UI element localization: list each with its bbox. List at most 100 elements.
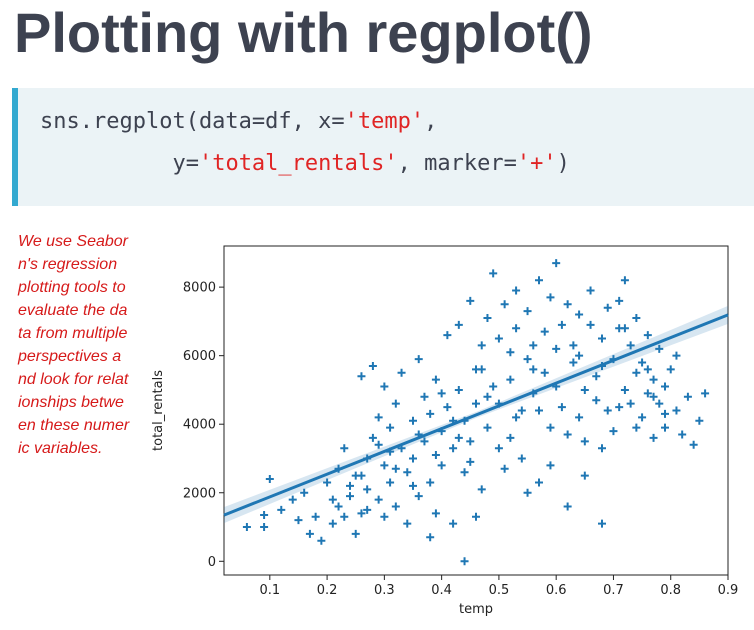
scatter-point xyxy=(529,365,538,374)
scatter-point xyxy=(523,307,532,316)
scatter-point xyxy=(460,468,469,477)
code-line-2: y='total_rentals', marker='+') xyxy=(40,150,569,178)
scatter-point xyxy=(661,409,669,418)
scatter-point xyxy=(477,341,486,350)
scatter-point xyxy=(431,451,440,460)
scatter-point xyxy=(334,502,343,511)
scatter-point xyxy=(363,505,372,514)
scatter-point xyxy=(494,444,503,453)
scatter-point xyxy=(409,454,417,463)
scatter-point xyxy=(506,348,515,357)
scatter-point xyxy=(620,324,629,333)
scatter-point xyxy=(466,457,475,466)
scatter-point xyxy=(443,331,452,340)
scatter-point xyxy=(357,372,366,381)
scatter-point xyxy=(575,310,584,319)
scatter-point xyxy=(529,341,538,350)
scatter-point xyxy=(603,303,612,312)
scatter-point xyxy=(512,324,521,333)
scatter-point xyxy=(638,413,647,422)
scatter-point xyxy=(620,385,629,394)
scatter-point xyxy=(368,433,377,442)
scatter-point xyxy=(632,368,641,377)
scatter-point xyxy=(472,399,480,408)
scatter-point xyxy=(695,416,704,425)
y-tick-label: 2000 xyxy=(183,486,216,501)
scatter-point xyxy=(374,440,383,449)
scatter-point xyxy=(449,444,458,453)
regression-line xyxy=(223,313,729,517)
scatter-point xyxy=(603,406,612,415)
scatter-point xyxy=(689,440,698,449)
scatter-point xyxy=(563,430,572,439)
scatter-point xyxy=(380,512,389,521)
scatter-point xyxy=(643,331,652,340)
scatter-point xyxy=(701,389,710,398)
scatter-point xyxy=(615,296,624,305)
scatter-point xyxy=(649,433,658,442)
scatter-point xyxy=(506,433,515,442)
scatter-point xyxy=(506,375,515,384)
y-tick-label: 6000 xyxy=(183,349,216,364)
scatter-point xyxy=(586,286,595,295)
scatter-point xyxy=(357,471,366,480)
code-line-1: sns.regplot(data=df, x='temp', xyxy=(40,108,437,136)
code-string: 'temp' xyxy=(344,109,425,134)
scatter-point xyxy=(391,399,400,408)
scatter-point xyxy=(592,372,601,381)
scatter-point xyxy=(437,461,446,470)
scatter-point xyxy=(649,375,658,384)
scatter-point xyxy=(512,413,521,422)
scatter-point xyxy=(517,454,526,463)
x-tick-label: 0.1 xyxy=(259,583,280,598)
scatter-point xyxy=(683,392,692,401)
scatter-point xyxy=(409,416,417,425)
scatter-point xyxy=(575,413,584,422)
scatter-point xyxy=(666,365,675,374)
scatter-point xyxy=(494,334,503,343)
scatter-point xyxy=(414,492,423,501)
scatter-point xyxy=(386,478,395,487)
scatter-point xyxy=(466,296,475,305)
code-token: , xyxy=(424,109,438,134)
scatter-point xyxy=(300,488,309,497)
scatter-point xyxy=(535,478,543,487)
scatter-point xyxy=(317,536,326,545)
scatter-point xyxy=(563,300,572,309)
scatter-point xyxy=(472,512,480,521)
scatter-point xyxy=(598,444,606,453)
scatter-point xyxy=(569,341,578,350)
scatter-point xyxy=(260,511,269,520)
scatter-point xyxy=(649,392,658,401)
scatter-point xyxy=(592,396,601,405)
scatter-point xyxy=(328,519,337,528)
regression-scatter-chart: 0.1 0.2 0.3 0.4 0.5 0.6 0.7 0.8 0.9 0 2000 4000 6000… xyxy=(151,245,739,617)
scatter-point xyxy=(431,509,440,518)
scatter-point xyxy=(586,320,595,329)
scatter-point xyxy=(512,286,521,295)
scatter-point xyxy=(523,355,532,364)
scatter-point xyxy=(351,529,360,538)
scatter-point xyxy=(632,313,641,322)
scatter-point xyxy=(609,427,618,436)
code-token: y= xyxy=(40,151,199,176)
scatter-point xyxy=(620,276,629,285)
scatter-point xyxy=(260,523,269,532)
y-tick-label: 0 xyxy=(208,555,216,570)
scatter-point xyxy=(420,437,429,446)
scatter-point xyxy=(397,368,406,377)
scatter-point xyxy=(500,300,509,309)
x-tick-label: 0.5 xyxy=(489,583,510,598)
scatter-point xyxy=(437,389,446,398)
scatter-point xyxy=(523,488,532,497)
y-axis-label: total_rentals xyxy=(151,370,166,451)
scatter-point xyxy=(426,478,435,487)
x-tick-label: 0.9 xyxy=(718,583,739,598)
code-token: sns.regplot(data=df, x= xyxy=(40,109,345,134)
x-tick-label: 0.4 xyxy=(431,583,452,598)
scatter-point xyxy=(655,399,664,408)
scatter-point xyxy=(672,351,681,360)
scatter-point xyxy=(386,423,395,432)
scatter-point xyxy=(391,464,400,473)
scatter-point xyxy=(363,485,372,494)
